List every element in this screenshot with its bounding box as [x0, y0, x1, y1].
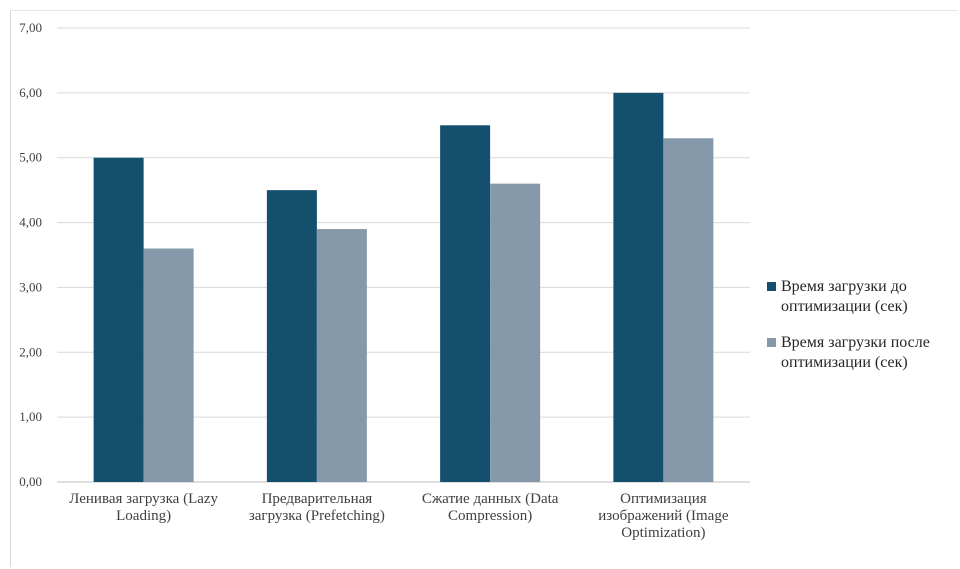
x-category-label: Предварительная загрузка (Prefetching) — [249, 491, 385, 524]
y-tick-label: 5,00 — [19, 150, 42, 165]
y-tick-label: 1,00 — [19, 409, 42, 424]
x-axis-categories: Ленивая загрузка (Lazy Loading) Предварите… — [69, 491, 729, 541]
bar-after-2 — [490, 183, 541, 482]
x-category-label: Ленивая загрузка (Lazy Loading) — [69, 491, 218, 524]
bar-before-0 — [93, 157, 144, 482]
legend-label: Время загрузки до оптимизации (сек) — [781, 278, 908, 315]
y-axis-ticks: 0,00 1,00 2,00 3,00 4,00 5,00 6,00 7,00 — [19, 20, 42, 489]
bar-before-3 — [613, 92, 664, 482]
y-tick-label: 3,00 — [19, 279, 42, 294]
bar-before-2 — [440, 125, 491, 483]
bar-after-3 — [663, 138, 714, 482]
y-tick-label: 0,00 — [19, 474, 42, 489]
y-tick-label: 7,00 — [19, 20, 42, 35]
legend-swatch — [767, 282, 776, 291]
bars — [93, 92, 714, 483]
legend-label: Время загрузки после оптимизации (сек) — [781, 334, 930, 371]
y-tick-label: 2,00 — [19, 344, 42, 359]
bar-after-0 — [143, 248, 194, 482]
legend-swatch — [767, 338, 776, 347]
chart-frame — [10, 10, 958, 567]
legend: Время загрузки до оптимизации (сек) Время … — [767, 278, 930, 371]
y-tick-label: 6,00 — [19, 85, 42, 100]
x-category-label: Сжатие данных (Data Compression) — [422, 491, 559, 524]
y-tick-label: 4,00 — [19, 215, 42, 230]
x-category-label: Оптимизация изображений (Image Optimizatio… — [598, 491, 729, 541]
bar-after-1 — [316, 229, 367, 482]
bar-before-1 — [266, 190, 317, 482]
